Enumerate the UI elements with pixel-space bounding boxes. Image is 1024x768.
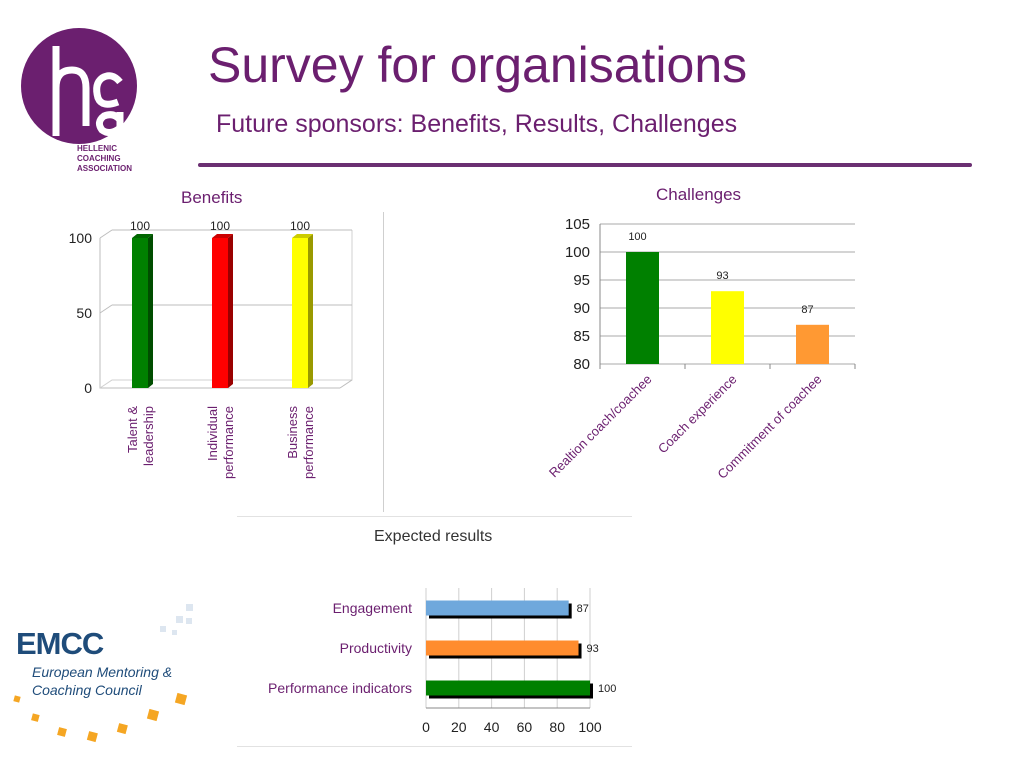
benefits-bar-side [308, 234, 313, 388]
challenges-ytick-label: 95 [573, 272, 590, 289]
results-bar [426, 680, 590, 696]
challenges-category-label: Coach experience [655, 372, 740, 457]
challenges-ytick-label: 90 [573, 300, 590, 317]
hca-logo-line2: COACHING [77, 154, 121, 163]
results-data-label: 100 [598, 683, 616, 695]
challenges-bar [626, 252, 659, 364]
results-category-label: Productivity [340, 640, 412, 656]
results-xtick-label: 20 [451, 719, 467, 735]
benefits-bar-side [148, 234, 153, 388]
results-category-label: Engagement [333, 600, 413, 616]
benefits-data-label: 100 [130, 219, 150, 233]
benefits-gridline-diag [99, 304, 113, 314]
results-data-label: 93 [587, 643, 599, 655]
results-category-label: Performance indicators [268, 680, 412, 696]
challenges-ytick-label: 80 [573, 356, 590, 373]
hca-logo [21, 28, 137, 144]
benefits-data-label: 100 [210, 219, 230, 233]
emcc-logo-name: EMCC [16, 626, 104, 661]
benefits-category-label: performance [221, 406, 236, 479]
challenges-bar [796, 324, 829, 364]
benefits-data-label: 100 [290, 219, 310, 233]
results-data-label: 87 [577, 603, 589, 615]
title-divider [198, 163, 972, 167]
results-chart: 0 20 40 60 80 100 87 Engagement 93 Productivity 10… [268, 588, 616, 735]
results-xtick-label: 100 [578, 719, 602, 735]
results-bar [426, 600, 569, 616]
results-bar [426, 640, 579, 656]
benefits-gridline-diag [99, 229, 113, 239]
results-xtick-label: 60 [517, 719, 533, 735]
challenges-chart: 80 85 90 95 100 105 100 Realtion coach/coachee 9… [546, 216, 856, 482]
challenges-ytick-label: 105 [565, 216, 590, 233]
benefits-ytick-label: 0 [84, 380, 92, 396]
benefits-category-label: Individual [205, 406, 220, 461]
benefits-ytick-label: 100 [69, 230, 93, 246]
emcc-logo-line2: Coaching Council [32, 682, 142, 698]
benefits-category-label: performance [301, 406, 316, 479]
challenges-data-label: 87 [801, 304, 813, 316]
benefits-bar-top [212, 234, 233, 238]
hca-logo-line3: ASSOCIATION [77, 164, 132, 173]
challenges-data-label: 100 [628, 231, 646, 243]
challenges-chart-title: Challenges [656, 185, 742, 204]
challenges-ytick-label: 100 [565, 244, 590, 261]
challenges-category-label: Realtion coach/coachee [546, 372, 655, 481]
benefits-bar [132, 238, 148, 388]
benefits-bar-side [228, 234, 233, 388]
benefits-category-label: Business [285, 406, 300, 459]
results-xtick-label: 80 [549, 719, 565, 735]
hca-logo-line1: HELLENIC [77, 144, 117, 153]
panel-divider-vertical [383, 212, 384, 512]
challenges-data-label: 93 [716, 270, 728, 282]
panel-divider-bottom [237, 746, 632, 747]
benefits-bar-top [292, 234, 313, 238]
benefits-bar [292, 238, 308, 388]
benefits-chart-title: Benefits [181, 188, 243, 207]
benefits-category-label: Talent & [125, 406, 140, 453]
benefits-bar-top [132, 234, 153, 238]
benefits-bar [212, 238, 228, 388]
benefits-floor-edge [339, 379, 353, 389]
benefits-ytick-label: 50 [76, 305, 92, 321]
emcc-logo-line1: European Mentoring & [32, 664, 173, 680]
challenges-bar [711, 291, 744, 364]
emcc-dots-decoration [13, 604, 193, 743]
hca-logo-text: HELLENIC COACHING ASSOCIATION [77, 144, 132, 174]
results-chart-title: Expected results [374, 528, 493, 545]
challenges-ytick-label: 85 [573, 328, 590, 345]
panel-divider-top [237, 516, 632, 517]
benefits-chart: 0 50 100 100 Talent & leadership 100 Individual… [69, 219, 353, 479]
results-xtick-label: 40 [484, 719, 500, 735]
page-title: Survey for organisations [208, 37, 748, 93]
benefits-category-label: leadership [141, 406, 156, 466]
page-subtitle: Future sponsors: Benefits, Results, Chal… [216, 110, 738, 138]
results-xtick-label: 0 [422, 719, 430, 735]
